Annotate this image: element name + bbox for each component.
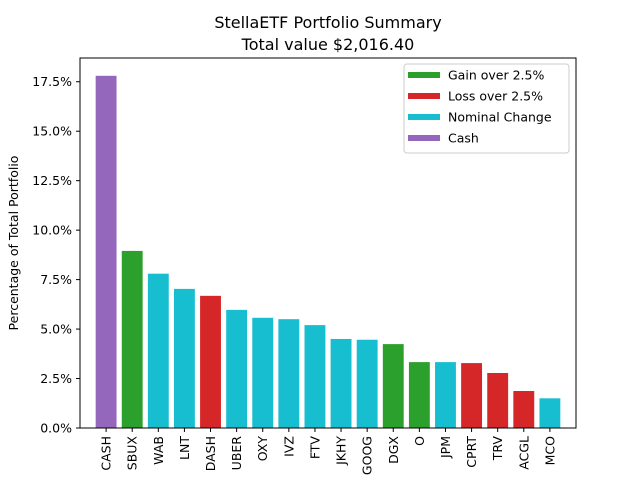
bar-acgl — [513, 391, 535, 428]
y-tick-label: 7.5% — [40, 272, 72, 287]
legend-label-gain: Gain over 2.5% — [448, 68, 544, 83]
y-axis: 0.0% 2.5% 5.0% 7.5% 10.0% 12.5% 15.0% 17.5% — [32, 74, 80, 436]
bar-dgx — [382, 344, 404, 428]
x-tick-label-jpm: JPM — [438, 436, 453, 459]
x-tick-label-dgx: DGX — [386, 436, 401, 464]
x-tick-label-cprt: CPRT — [464, 436, 479, 468]
bars-group — [95, 75, 561, 428]
legend-swatch-gain — [408, 72, 440, 78]
x-tick-label-ivz: IVZ — [281, 436, 296, 457]
x-axis: CASH SBUX WAB LNT DASH UBER OXY IVZ FTV JKHY GOOG D… — [99, 428, 557, 475]
x-tick-label-trv: TRV — [490, 436, 505, 462]
legend-swatch-loss — [408, 93, 440, 99]
y-tick-label: 2.5% — [40, 371, 72, 386]
x-tick-label-uber: UBER — [229, 436, 244, 471]
bar-ftv — [304, 325, 326, 428]
y-tick-label: 15.0% — [32, 124, 72, 139]
bar-dash — [200, 295, 221, 428]
x-tick-label-cash: CASH — [99, 436, 114, 471]
bar-oxy — [252, 317, 274, 428]
x-tick-label-dash: DASH — [203, 436, 218, 471]
x-tick-label-mco: MCO — [542, 436, 557, 466]
x-tick-label-sbux: SBUX — [125, 436, 140, 471]
bar-wab — [147, 273, 169, 428]
x-tick-label-lnt: LNT — [177, 436, 192, 460]
bar-sbux — [121, 250, 143, 428]
y-tick-label: 12.5% — [32, 173, 72, 188]
y-tick-label: 0.0% — [40, 421, 72, 436]
bar-mco — [539, 398, 561, 428]
x-tick-label-o: O — [412, 436, 427, 446]
x-tick-label-ftv: FTV — [307, 436, 322, 460]
chart-subtitle: Total value $2,016.40 — [241, 35, 415, 54]
y-tick-label: 10.0% — [32, 223, 72, 238]
y-tick-label: 5.0% — [40, 322, 72, 337]
x-tick-label-jkhy: JKHY — [334, 436, 349, 466]
legend: Gain over 2.5% Loss over 2.5% Nominal Chan… — [403, 63, 570, 154]
x-tick-label-oxy: OXY — [255, 436, 270, 462]
bar-trv — [487, 372, 509, 428]
y-tick-label: 17.5% — [32, 74, 72, 89]
legend-swatch-nominal — [408, 114, 440, 120]
x-tick-label-wab: WAB — [151, 436, 166, 465]
bar-ivz — [278, 319, 300, 428]
bar-jkhy — [330, 338, 352, 428]
legend-label-cash: Cash — [448, 131, 479, 146]
x-tick-label-goog: GOOG — [360, 436, 375, 475]
bar-lnt — [173, 288, 195, 428]
bar-cprt — [461, 363, 483, 428]
legend-swatch-cash — [408, 135, 440, 141]
bar-jpm — [435, 362, 456, 428]
bar-cash — [95, 75, 117, 428]
bar-uber — [226, 309, 248, 428]
legend-box — [403, 63, 570, 154]
x-tick-label-acgl: ACGL — [516, 436, 531, 470]
plot-frame — [79, 57, 577, 429]
legend-label-nominal: Nominal Change — [448, 110, 552, 125]
bar-o — [408, 362, 430, 428]
bar-goog — [356, 339, 378, 428]
legend-label-loss: Loss over 2.5% — [448, 89, 543, 104]
chart-title: StellaETF Portfolio Summary — [214, 13, 441, 32]
y-axis-label: Percentage of Total Portfolio — [6, 156, 21, 331]
